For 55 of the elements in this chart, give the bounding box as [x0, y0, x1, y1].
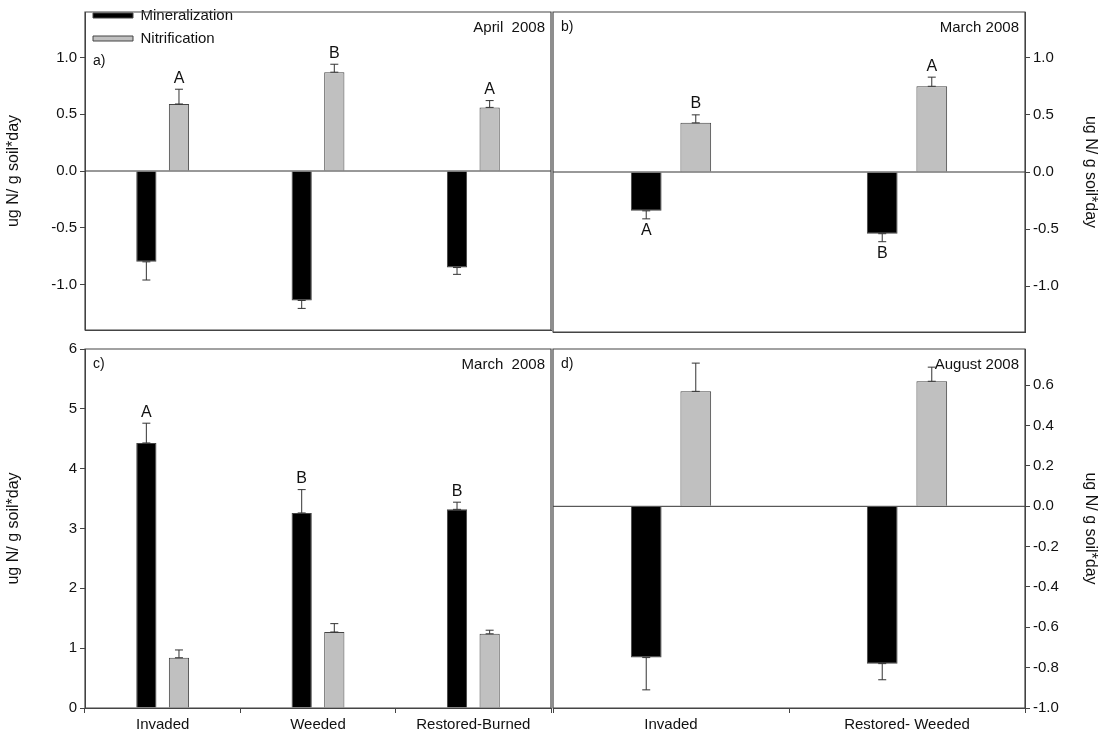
y-tick-label: 0.2: [1033, 456, 1054, 474]
y-tick-label: 0.5: [56, 104, 77, 122]
y-tick-label: 0.6: [1033, 375, 1054, 393]
legend-label: Nitrification: [140, 28, 215, 46]
annotation: B: [876, 244, 888, 262]
annotation: b): [561, 17, 574, 34]
y-axis-title: ug N/ g soil*day: [4, 472, 22, 585]
x-tick-label: Invaded: [644, 715, 698, 733]
annotation: a): [93, 51, 106, 68]
y-tick-label: -1.0: [1033, 698, 1059, 716]
chart-title: April 2008: [473, 17, 545, 35]
y-tick-label: 3: [68, 518, 77, 536]
y-tick-label: 0.0: [56, 161, 77, 179]
chart-title: March 2008: [939, 17, 1019, 35]
y-tick-label: -0.4: [1033, 577, 1059, 595]
x-tick-label: Weeded: [290, 715, 346, 733]
y-tick-label: -1.0: [1033, 276, 1059, 294]
y-axis-title: ug N/ g soil*day: [1082, 115, 1100, 229]
annotation: A: [926, 56, 938, 74]
x-tick-label: Restored-Burned: [416, 715, 531, 733]
annotation: A: [640, 221, 652, 239]
annotation: A: [484, 79, 496, 97]
y-tick-label: 0.4: [1033, 415, 1054, 433]
y-axis-title: ug N/ g soil*day: [1082, 472, 1100, 585]
annotation: B: [451, 481, 463, 499]
y-tick-label: -0.6: [1033, 617, 1059, 635]
y-tick-label: 0.5: [1033, 105, 1054, 122]
annotation: c): [93, 354, 105, 371]
y-tick-label: 1.0: [1033, 47, 1054, 65]
y-tick-label: -0.5: [1033, 219, 1059, 237]
annotation: B: [690, 94, 702, 112]
chart-title: August 2008: [934, 354, 1019, 372]
y-tick-label: 2: [68, 578, 77, 596]
annotation: B: [296, 469, 308, 487]
y-tick-label: -0.8: [1033, 657, 1059, 675]
annotation: d): [561, 354, 574, 371]
y-tick-label: -0.2: [1033, 536, 1059, 554]
y-tick-label: 1.0: [56, 47, 77, 65]
annotation: B: [328, 43, 340, 61]
y-tick-label: 4: [68, 458, 77, 476]
annotation: A: [141, 402, 153, 420]
y-tick-label: 6: [68, 339, 77, 357]
legend-label: Mineralization: [140, 5, 234, 23]
y-tick-label: 1: [68, 638, 77, 656]
chart-title: March 2008: [461, 354, 545, 372]
y-tick-label: -0.5: [51, 217, 77, 235]
annotation: A: [173, 68, 185, 86]
x-tick-label: Invaded: [135, 715, 190, 733]
y-tick-label: 5: [68, 398, 77, 416]
x-tick-label: Restored- Weeded: [844, 715, 970, 733]
y-tick-label: 0.0: [1033, 496, 1054, 514]
y-tick-label: 0: [68, 698, 77, 716]
y-tick-label: -1.0: [51, 274, 77, 292]
y-axis-title: ug N/ g soil*day: [4, 114, 22, 228]
y-tick-label: 0.0: [1033, 162, 1054, 180]
